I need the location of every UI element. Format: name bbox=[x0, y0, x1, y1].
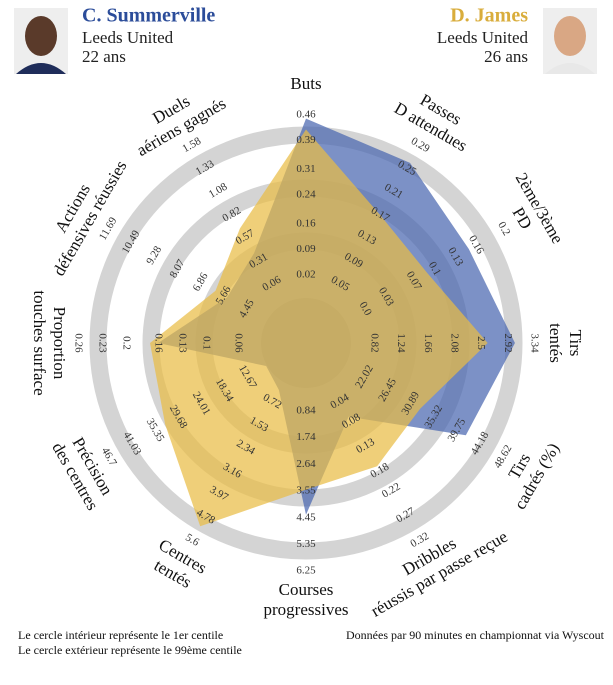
tick-label: 1.58 bbox=[180, 135, 203, 155]
axis-label-line: progressives bbox=[264, 600, 349, 619]
photo-face bbox=[554, 16, 586, 56]
tick-label: 0.82 bbox=[368, 333, 380, 352]
axis-label-line: Courses bbox=[279, 580, 334, 599]
player-name: D. James bbox=[450, 5, 528, 27]
player-name: C. Summerville bbox=[82, 5, 215, 27]
tick-label: 0.09 bbox=[296, 243, 316, 255]
axis-label-line: tentés bbox=[546, 323, 565, 363]
tick-label: 0.26 bbox=[72, 333, 84, 353]
tick-label: 0.1 bbox=[200, 336, 212, 350]
tick-label: 1.24 bbox=[395, 333, 407, 353]
player-club: Leeds United bbox=[437, 28, 529, 47]
tick-label: 0.2 bbox=[495, 220, 512, 238]
player-club: Leeds United bbox=[82, 28, 174, 47]
note: Le cercle extérieur représente le 99ème … bbox=[18, 643, 242, 657]
tick-label: 0.06 bbox=[232, 333, 244, 353]
axis-label-line: touches surface bbox=[30, 290, 49, 395]
player-age: 22 ans bbox=[82, 47, 126, 66]
tick-label: 0.84 bbox=[296, 405, 316, 417]
tick-label: 0.24 bbox=[296, 189, 316, 201]
tick-label: 0.31 bbox=[296, 163, 315, 175]
tick-label: 0.16 bbox=[152, 333, 164, 353]
axis-label-line: Proportion bbox=[50, 307, 69, 380]
tick-label: 0.23 bbox=[96, 333, 108, 353]
tick-label: 2.5 bbox=[475, 336, 487, 350]
tick-label: 6.25 bbox=[296, 565, 316, 577]
player-left: C. Summerville Leeds United 22 ans bbox=[14, 5, 215, 74]
tick-label: 6.86 bbox=[191, 270, 211, 293]
tick-label: 0.39 bbox=[296, 134, 316, 146]
tick-label: 5.35 bbox=[296, 538, 316, 550]
axis-label-line: Buts bbox=[290, 74, 321, 93]
source: Données par 90 minutes en championnat vi… bbox=[346, 628, 605, 642]
tick-label: 0.29 bbox=[409, 135, 432, 155]
tick-label: 1.08 bbox=[207, 180, 230, 200]
photo-shirt bbox=[16, 63, 66, 74]
tick-label: 0.2 bbox=[120, 336, 132, 350]
tick-label: 0.02 bbox=[296, 269, 315, 281]
tick-label: 0.13 bbox=[176, 333, 188, 353]
tick-label: 1.66 bbox=[422, 333, 434, 353]
tick-label: 9.28 bbox=[144, 244, 164, 267]
player-right: D. James Leeds United 26 ans bbox=[437, 5, 597, 74]
tick-label: 0.1 bbox=[426, 260, 443, 278]
tick-label: 3.55 bbox=[296, 485, 316, 497]
player-age: 26 ans bbox=[484, 47, 528, 66]
tick-label: 0.46 bbox=[296, 109, 316, 121]
tick-label: 2.08 bbox=[448, 333, 460, 353]
tick-label: 2.64 bbox=[296, 458, 316, 470]
tick-label: 4.45 bbox=[296, 511, 316, 523]
axis-label: Buts bbox=[290, 74, 321, 93]
tick-label: 1.74 bbox=[296, 431, 316, 443]
tick-label: 2.92 bbox=[502, 333, 514, 352]
photo-face bbox=[25, 16, 57, 56]
radar-area bbox=[150, 129, 488, 527]
axis-label-line: Tirs bbox=[566, 330, 585, 357]
photo-shirt bbox=[545, 63, 595, 74]
tick-label: 0.16 bbox=[296, 218, 316, 230]
tick-label: 3.34 bbox=[528, 333, 540, 353]
note: Le cercle intérieur représente le 1er ce… bbox=[18, 628, 223, 642]
